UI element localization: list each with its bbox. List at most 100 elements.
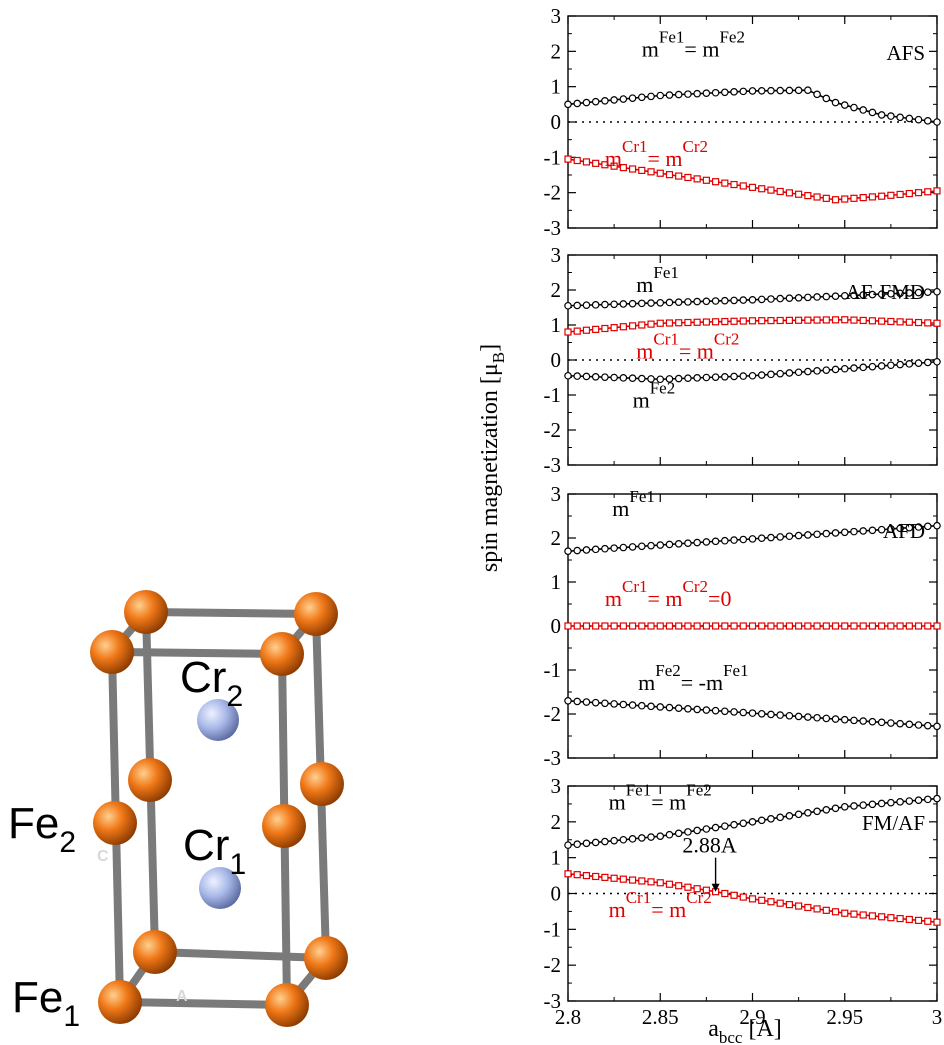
- data-point: [610, 324, 618, 332]
- data-point: [933, 287, 941, 296]
- data-point: [711, 318, 720, 326]
- data-point: [721, 889, 729, 898]
- data-point: [573, 156, 581, 165]
- data-point: [905, 114, 914, 123]
- ytick-label: 3: [551, 243, 562, 267]
- data-point: [582, 158, 591, 166]
- data-point: [850, 103, 858, 112]
- annotation: mFe1: [636, 263, 679, 297]
- data-point: [628, 701, 637, 709]
- fe-atom-bbl: [133, 930, 177, 974]
- data-point: [850, 527, 858, 536]
- panel-title: FM/AF: [862, 811, 925, 835]
- data-point: [850, 364, 858, 372]
- magnetization-plots: 3 2 1 0 -1 -2 -3 AFS mFe1= mFe2 mCr1= mCr2 3 2 1 0 -1 -…: [477, 4, 942, 1045]
- data-point: [721, 372, 729, 381]
- panel-1: 3 2 1 0 -1 -2 -3 AF-FMD mFe1 mCr1= mCr2 mFe2: [544, 243, 941, 477]
- data-point: [564, 301, 572, 310]
- data-point: [665, 91, 674, 99]
- data-point: [721, 296, 729, 305]
- xtick-label: 2.9: [739, 1005, 765, 1029]
- data-point: [573, 622, 581, 630]
- data-point: [619, 163, 627, 172]
- data-point: [831, 715, 840, 723]
- data-point: [601, 622, 609, 630]
- data-point: [896, 113, 904, 122]
- data-point: [785, 901, 794, 909]
- data-point: [564, 547, 572, 556]
- data-point: [684, 318, 692, 327]
- x-axis-label: abcc [A]: [708, 1016, 782, 1045]
- data-point: [573, 840, 582, 849]
- data-point: [933, 357, 941, 366]
- data-point: [785, 86, 794, 95]
- data-point: [628, 94, 637, 102]
- ytick-label: -3: [544, 989, 562, 1013]
- data-point: [739, 296, 748, 304]
- data-point: [868, 290, 877, 299]
- data-point: [840, 364, 849, 373]
- y-axis-label: spin magnetization [μB]: [477, 344, 508, 572]
- data-point: [674, 829, 683, 838]
- data-point: [711, 373, 720, 381]
- data-point: [665, 298, 674, 307]
- ytick-label: -1: [544, 145, 562, 169]
- bond-ftl-ftr: [108, 648, 286, 658]
- ytick-label: -3: [544, 216, 562, 240]
- data-point: [601, 97, 609, 105]
- data-point: [795, 316, 803, 324]
- data-point: [582, 546, 591, 554]
- data-point: [896, 318, 904, 326]
- data-point: [887, 798, 895, 807]
- data-point: [730, 622, 738, 630]
- data-point: [933, 918, 941, 926]
- data-point: [610, 544, 618, 552]
- data-point: [868, 717, 877, 726]
- data-point: [730, 296, 738, 305]
- data-point: [739, 182, 747, 190]
- data-point: [702, 706, 711, 714]
- data-point: [804, 293, 812, 302]
- data-point: [776, 294, 784, 303]
- data-point: [868, 108, 877, 117]
- data-point: [739, 87, 748, 96]
- data-point: [933, 794, 941, 803]
- data-point: [647, 622, 655, 630]
- data-point: [739, 708, 748, 717]
- data-point: [758, 622, 766, 630]
- data-point: [785, 532, 794, 541]
- data-point: [914, 916, 923, 924]
- data-point: [684, 622, 692, 630]
- data-point: [785, 189, 794, 197]
- data-point: [637, 93, 646, 102]
- data-point: [841, 195, 849, 203]
- data-point: [757, 371, 766, 379]
- ytick-label: 0: [551, 882, 562, 906]
- data-point: [628, 165, 637, 173]
- data-point: [850, 802, 858, 810]
- data-point: [822, 805, 831, 814]
- data-point: [859, 527, 868, 535]
- data-point: [647, 878, 655, 886]
- data-point: [813, 530, 821, 539]
- data-point: [748, 709, 757, 717]
- data-point: [721, 179, 729, 187]
- data-point: [628, 876, 637, 884]
- data-point: [767, 710, 775, 719]
- data-point: [841, 622, 849, 630]
- data-point: [610, 700, 618, 708]
- data-point: [601, 837, 609, 846]
- data-point: [619, 875, 627, 883]
- data-point: [831, 316, 840, 324]
- data-point: [776, 899, 784, 907]
- data-point: [610, 622, 618, 630]
- data-point: [702, 89, 711, 98]
- data-point: [887, 361, 895, 370]
- data-point: [887, 719, 895, 727]
- data-point: [795, 190, 803, 198]
- data-point: [905, 622, 913, 630]
- data-point: [804, 192, 812, 200]
- data-point: [767, 186, 775, 194]
- data-point: [591, 372, 600, 381]
- data-point: [776, 86, 784, 95]
